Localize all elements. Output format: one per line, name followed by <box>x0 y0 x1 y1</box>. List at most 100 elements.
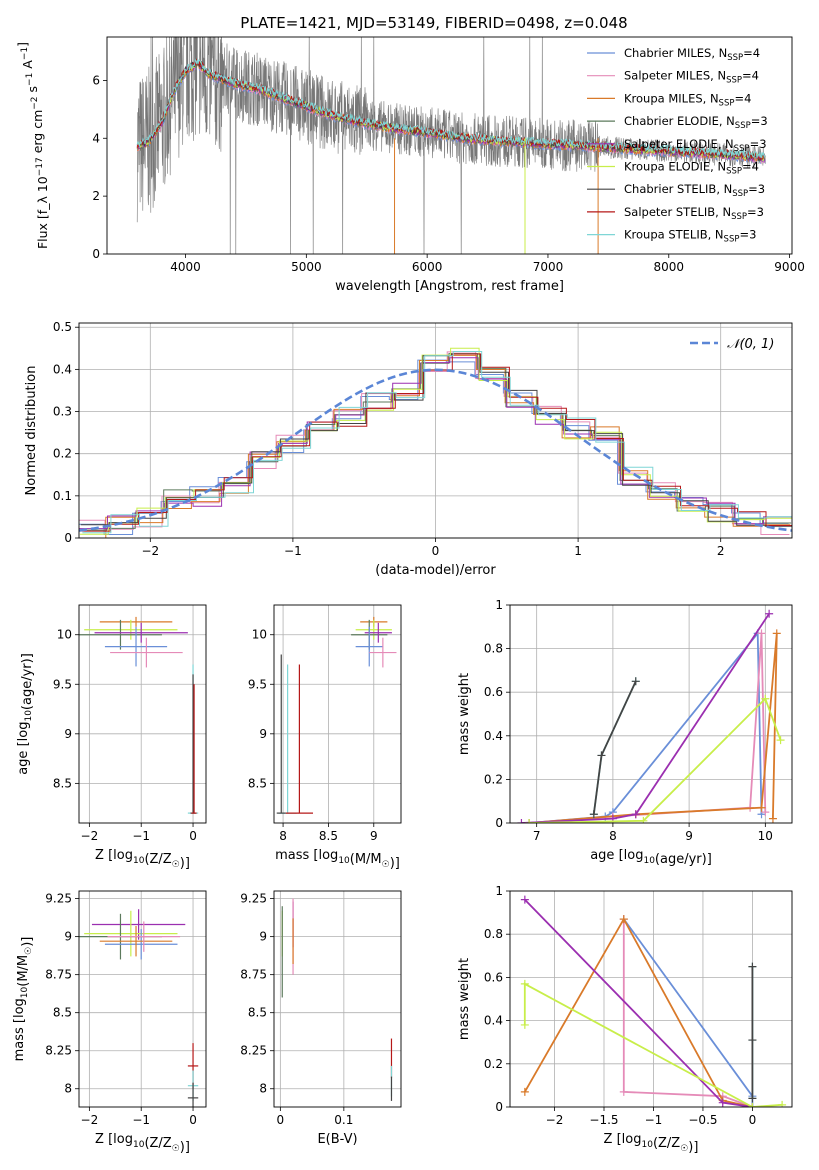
label-part: −1 <box>20 47 30 60</box>
weight-point-marker <box>761 808 770 817</box>
label-part: mass [ <box>275 848 318 863</box>
x-tick-label: −1 <box>645 1113 663 1127</box>
legend-suffix: =4 <box>743 46 760 60</box>
weight-point-marker <box>520 1020 529 1029</box>
weight-point-marker <box>631 810 640 819</box>
label-part: wavelength [Angstrom, rest frame] <box>335 279 564 294</box>
x-tick-label: 2 <box>717 544 725 558</box>
label-part: Flux [f_λ 10 <box>35 176 50 249</box>
y-axis-label: Normed distribution <box>24 366 39 496</box>
plot-area <box>517 609 785 823</box>
panel-mass_weight_vs_Z: −2 −1.5 −1 −0.5 0 0 0.2 0.4 0.6 0.8 1 Z [log10(Z/Z☉… <box>457 884 793 1155</box>
label-subscript: 10 <box>643 856 655 866</box>
plot-area <box>281 898 393 1101</box>
y-tick-label: 8.5 <box>248 776 267 790</box>
y-tick-label: 8.5 <box>53 1006 72 1020</box>
x-tick-label: 8 <box>609 829 617 843</box>
weight-point-marker <box>748 962 757 971</box>
legend-suffix: =3 <box>739 228 756 242</box>
weight-line-salpeter-miles <box>529 633 767 823</box>
weight-line-chabrier-stelib <box>592 680 637 815</box>
legend-label: Kroupa MILES, NSSP=4 <box>624 91 751 108</box>
y-tick-label: 10 <box>252 628 267 642</box>
y-tick-label: 0.1 <box>53 489 72 503</box>
label-part: (M/M <box>16 955 31 987</box>
x-tick-label: 8 <box>279 829 287 843</box>
gaussian-curve <box>79 368 792 532</box>
legend-subscript: SSP <box>726 167 742 177</box>
plot-area <box>136 37 766 254</box>
weight-point-marker <box>748 1036 757 1045</box>
weight-point-marker <box>517 819 526 823</box>
weight-point-marker <box>520 979 529 988</box>
y-tick-label: 0 <box>495 1100 503 1114</box>
weight-point-marker <box>597 751 606 760</box>
axes-frame <box>273 890 402 1108</box>
y-tick-label: 9 <box>64 727 72 741</box>
label-part: erg cm <box>30 110 45 158</box>
label-part: Z [ <box>604 1132 622 1147</box>
y-tick-label: 9 <box>259 930 267 944</box>
histogram-kroupa-miles <box>105 354 791 538</box>
x-tick-label: −2 <box>141 544 159 558</box>
x-tick-label: 7000 <box>533 260 564 274</box>
legend-suffix: =4 <box>742 69 759 83</box>
x-tick-label: 10 <box>758 829 773 843</box>
label-part: )] <box>20 937 35 947</box>
x-tick-label: −2 <box>81 829 99 843</box>
weight-line-chabrier-miles <box>623 918 754 1107</box>
weight-line-kroupa-stelib <box>592 680 637 815</box>
legend-subscript: SSP <box>732 189 748 199</box>
weight-point-marker <box>778 1100 787 1107</box>
y-tick-label: 0.6 <box>484 685 503 699</box>
weight-line-kroupa-miles <box>529 633 778 823</box>
weight-point-marker <box>525 819 534 823</box>
label-part: E(B-V) <box>317 1132 357 1147</box>
y-tick-label: 0.4 <box>53 362 72 376</box>
y-axis-label: age [log10(age/yr)] <box>16 653 35 775</box>
y-axis-label: mass [log10(M/M☉)] <box>12 937 35 1062</box>
label-part: log <box>624 848 644 863</box>
x-tick-label: 0 <box>189 1113 197 1127</box>
label-subscript: 10 <box>642 1140 654 1150</box>
histogram-salpeter-elodie <box>79 357 792 530</box>
x-axis-label: Z [log10(Z/Z☉)] <box>95 848 190 871</box>
panel-residuals: −2 −1 0 1 2 0 0.1 0.2 0.3 0.4 0.5 (data-model)/erro… <box>24 320 793 578</box>
weight-point-marker <box>619 1087 628 1096</box>
figure-title: PLATE=1421, MJD=53149, FIBERID=0498, z=0… <box>240 14 627 32</box>
label-part: )] <box>688 1140 698 1155</box>
weight-point-marker <box>748 1094 757 1103</box>
weight-point-marker <box>589 810 598 819</box>
weight-point-marker <box>639 816 648 823</box>
y-tick-label: 0.4 <box>484 1014 503 1028</box>
label-part: −1 <box>25 73 35 86</box>
x-axis-label: (data-model)/error <box>375 563 496 578</box>
label-part: age [ <box>590 848 623 863</box>
legend-suffix: =3 <box>748 182 765 196</box>
y-tick-label: 8.5 <box>248 1006 267 1020</box>
y-tick-label: 0.2 <box>53 447 72 461</box>
y-tick-label: 0.5 <box>53 320 72 334</box>
label-part: (Z/Z <box>144 1136 171 1151</box>
label-part: ☉ <box>172 860 180 870</box>
x-axis-label: age [log10(age/yr)] <box>590 848 712 867</box>
x-axis-label: E(B-V) <box>317 1132 357 1147</box>
y-axis-label: Flux [f_λ 10−17 erg cm−2 s−1 A−1] <box>15 42 50 249</box>
y-tick-label: 0.6 <box>484 970 503 984</box>
x-axis-label: Z [log10(Z/Z☉)] <box>604 1132 699 1155</box>
label-part: ☉ <box>24 947 34 955</box>
x-tick-label: −2 <box>81 1113 99 1127</box>
label-part: mass weight <box>457 958 472 1040</box>
weight-point-marker <box>718 1098 727 1107</box>
x-tick-label: 1 <box>574 544 582 558</box>
legend-label: Kroupa ELODIE, NSSP=4 <box>624 160 759 177</box>
legend-suffix: =3 <box>751 114 768 128</box>
x-tick-label: 0.1 <box>334 1113 353 1127</box>
label-part: (age/yr)] <box>20 653 35 710</box>
weight-line-kroupa-elodie <box>523 982 783 1107</box>
label-part: log <box>622 1132 642 1147</box>
y-tick-label: 1 <box>495 598 503 612</box>
histogram-salpeter-miles <box>79 351 790 535</box>
legend-label: Chabrier STELIB, NSSP=3 <box>624 182 765 199</box>
x-tick-label: 9000 <box>774 260 805 274</box>
